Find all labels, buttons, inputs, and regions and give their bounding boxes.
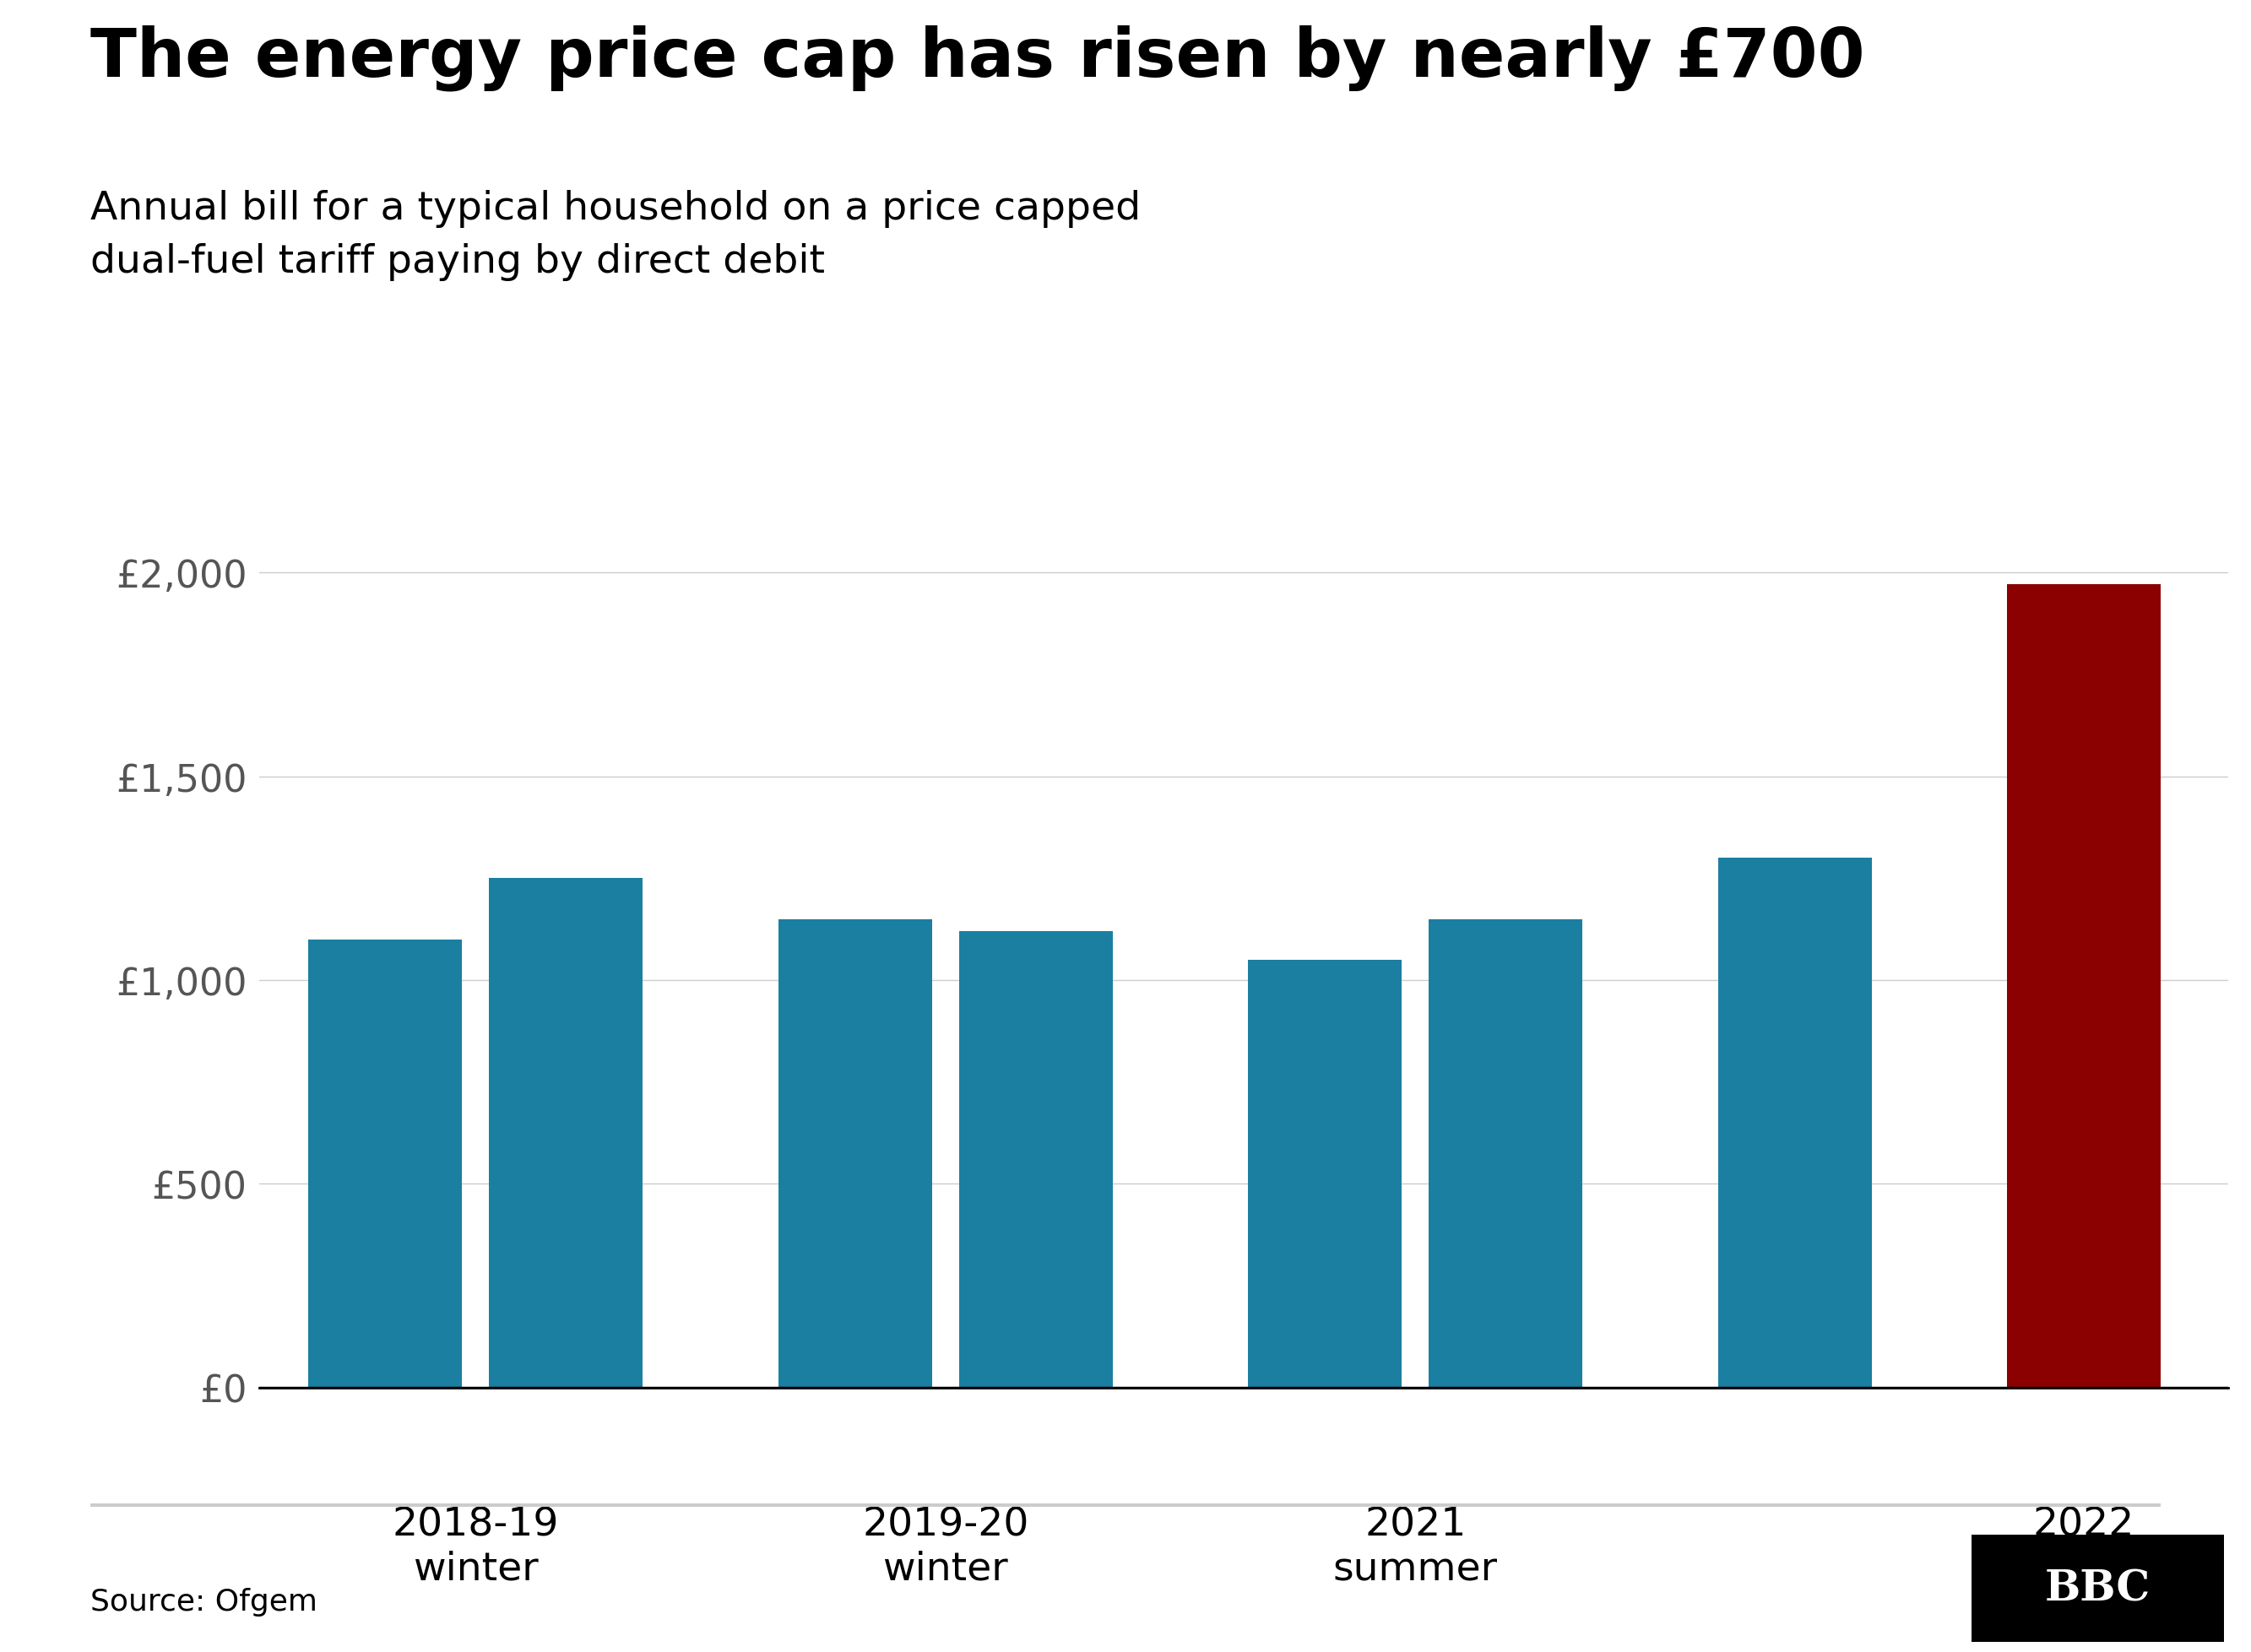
- Bar: [1429, 920, 1582, 1388]
- Text: Source: Ofgem: Source: Ofgem: [90, 1588, 317, 1616]
- Text: BBC: BBC: [2046, 1568, 2150, 1609]
- Text: 2019-20
winter: 2019-20 winter: [862, 1505, 1029, 1588]
- Text: Annual bill for a typical household on a price capped
dual-fuel tariff paying by: Annual bill for a typical household on a…: [90, 190, 1141, 281]
- Bar: [308, 940, 461, 1388]
- Bar: [1249, 960, 1402, 1388]
- Bar: [488, 879, 644, 1388]
- Bar: [1718, 859, 1871, 1388]
- Bar: [779, 920, 932, 1388]
- Bar: [2008, 585, 2161, 1388]
- Bar: [959, 932, 1112, 1388]
- Text: The energy price cap has risen by nearly £700: The energy price cap has risen by nearly…: [90, 25, 1864, 91]
- Text: 2021
summer: 2021 summer: [1333, 1505, 1497, 1588]
- Text: 2018-19
winter: 2018-19 winter: [392, 1505, 558, 1588]
- Text: 2022
summer: 2022 summer: [2001, 1505, 2165, 1588]
